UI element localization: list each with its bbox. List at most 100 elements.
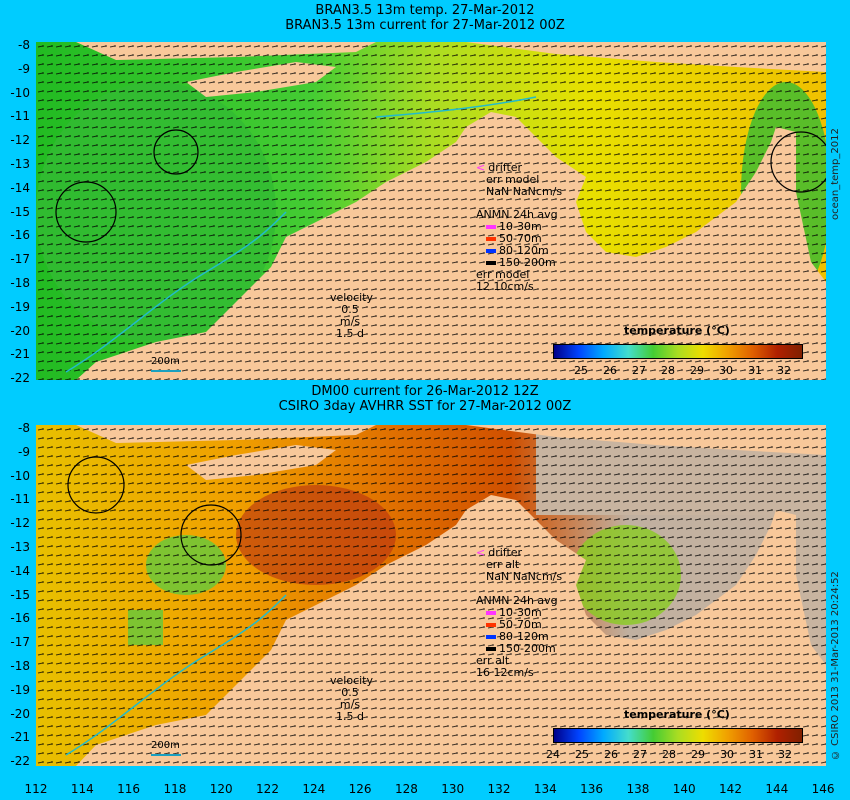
top-anmn-legend: ANMN 24h avg 10-30m 50-70m 80-120m 150-2… <box>476 209 558 293</box>
top-cbar-tick-2: 27 <box>632 364 646 377</box>
bottom-current-vectors <box>36 425 826 766</box>
bottom-title-line1: DM00 current for 26-Mar-2012 12Z <box>311 384 539 399</box>
bottom-lat-tick: -8 <box>18 421 30 435</box>
bottom-velocity-legend: velocity 0.5 m/s 1.5 d <box>330 674 373 723</box>
bottom-depth-bin-3: 150-200m <box>499 642 556 655</box>
bottom-drifter-legend: < drifter err alt NaN NaNcm/s <box>476 547 562 583</box>
bottom-velocity-label: velocity <box>330 674 373 687</box>
top-depth-bin-0: 10-30m <box>499 220 542 233</box>
bottom-depth-10-30-swatch <box>486 611 496 615</box>
bottom-title-line2: CSIRO 3day AVHRR SST for 27-Mar-2012 00Z <box>278 399 572 414</box>
bottom-scale-label: 200m <box>151 740 180 751</box>
bottom-err-label: err alt <box>486 558 520 571</box>
bottom-cbar-tick-2: 26 <box>604 748 618 761</box>
top-err-value: 12 10cm/s <box>476 280 534 293</box>
bottom-cbar-tick-6: 30 <box>720 748 734 761</box>
bottom-cbar-tick-5: 29 <box>691 748 705 761</box>
bottom-lat-tick: -18 <box>10 659 30 673</box>
lon-tick: 120 <box>209 782 233 796</box>
lon-tick: 112 <box>24 782 48 796</box>
top-depth-bin-2: 80-120m <box>499 244 549 257</box>
bottom-lat-tick: -16 <box>10 611 30 626</box>
bottom-anmn-legend: ANMN 24h avg 10-30m 50-70m 80-120m 150-2… <box>476 595 558 679</box>
top-lat-tick: -13 <box>10 157 30 171</box>
top-eddy-2 <box>153 129 199 175</box>
bottom-cbar-tick-1: 25 <box>575 748 589 761</box>
bottom-colorbar-title: temperature (°C) <box>624 708 730 721</box>
bottom-cbar-tick-4: 28 <box>662 748 676 761</box>
lon-tick: 140 <box>672 782 696 796</box>
top-lat-tick: -20 <box>10 323 30 338</box>
bottom-map-svg <box>36 425 826 766</box>
top-200m-isobath <box>65 211 287 373</box>
top-anmn-title: ANMN 24h avg <box>476 208 558 221</box>
top-err-label2: err model <box>476 268 530 281</box>
top-velocity-legend: velocity 0.5 m/s 1.5 d <box>330 291 373 340</box>
bottom-lat-tick: -19 <box>10 682 30 697</box>
top-velocity-value: 0.5 m/s <box>339 303 361 328</box>
lon-tick: 130 <box>441 782 465 796</box>
top-map-panel: < drifter err model NaN NaNcm/s ANMN 24h … <box>36 42 826 380</box>
top-cbar-tick-5: 30 <box>719 364 733 377</box>
top-cbar-tick-7: 32 <box>777 364 791 377</box>
top-lat-tick: -14 <box>10 180 30 195</box>
top-cbar-tick-3: 28 <box>661 364 675 377</box>
top-scale-label: 200m <box>151 356 180 367</box>
bottom-depth-50-70-swatch <box>486 623 496 627</box>
bottom-lat-tick: -12 <box>10 516 30 531</box>
lon-tick: 134 <box>533 782 557 796</box>
lon-tick: 138 <box>626 782 650 796</box>
top-lat-tick: -12 <box>10 133 30 148</box>
bottom-depth-bin-1: 50-70m <box>499 618 542 631</box>
top-velocity-label: velocity <box>330 291 373 304</box>
bottom-err-value: 16 12cm/s <box>476 666 534 679</box>
top-velocity-time: 1.5 d <box>336 327 364 340</box>
top-drifter-label: drifter <box>488 161 523 174</box>
top-eddy-3 <box>770 131 826 193</box>
bottom-side-label: © CSIRO 2013 31-Mar-2013 20:24:52 <box>830 571 841 760</box>
lon-tick: 128 <box>394 782 418 796</box>
depth-10-30-swatch <box>486 225 496 229</box>
top-cbar-tick-6: 31 <box>748 364 762 377</box>
bottom-colorbar <box>553 728 803 743</box>
depth-150-200-swatch <box>486 261 496 265</box>
bottom-drifter-label: drifter <box>488 546 523 559</box>
drifter-marker-icon: < <box>476 161 486 174</box>
top-drifter-legend: < drifter err model NaN NaNcm/s <box>476 162 562 198</box>
bottom-velocity-value: 0.5 m/s <box>339 686 361 711</box>
top-lat-tick: -9 <box>18 61 30 76</box>
depth-80-120-swatch <box>486 249 496 253</box>
bottom-lat-tick: -11 <box>10 492 30 507</box>
top-lat-tick: -10 <box>10 85 30 100</box>
bottom-err-label2: err alt <box>476 654 510 667</box>
top-eddy-1 <box>55 181 117 243</box>
top-lat-tick: -21 <box>10 347 30 362</box>
top-cbar-tick-4: 29 <box>690 364 704 377</box>
lon-tick: 118 <box>163 782 187 796</box>
bottom-cbar-tick-8: 32 <box>778 748 792 761</box>
top-scale-line <box>151 370 181 372</box>
top-lat-tick: -8 <box>18 38 30 52</box>
bottom-cbar-tick-3: 27 <box>633 748 647 761</box>
bottom-anmn-title: ANMN 24h avg <box>476 594 558 607</box>
top-title-line2: BRAN3.5 13m current for 27-Mar-2012 00Z <box>285 18 565 33</box>
bottom-lat-tick: -9 <box>18 444 30 459</box>
bottom-lat-tick: -22 <box>10 754 30 769</box>
bottom-depth-80-120-swatch <box>486 635 496 639</box>
lon-tick: 142 <box>719 782 742 796</box>
top-lat-tick: -19 <box>10 299 30 314</box>
top-colorbar <box>553 344 803 359</box>
depth-50-70-swatch <box>486 237 496 241</box>
bottom-nan-label: NaN NaNcm/s <box>486 570 563 583</box>
top-current-vectors <box>36 42 826 380</box>
top-map-svg <box>36 42 826 380</box>
top-cbar-tick-0: 25 <box>574 364 588 377</box>
bottom-eddy-2 <box>180 504 242 566</box>
lon-tick: 126 <box>348 782 372 796</box>
top-title-line1: BRAN3.5 13m temp. 27-Mar-2012 <box>315 3 535 18</box>
bottom-drifter-marker-icon: < <box>476 546 486 559</box>
top-depth-bin-1: 50-70m <box>499 232 542 245</box>
bottom-lat-tick: -17 <box>10 635 30 650</box>
bottom-depth-bin-2: 80-120m <box>499 630 549 643</box>
bottom-cbar-tick-7: 31 <box>749 748 763 761</box>
